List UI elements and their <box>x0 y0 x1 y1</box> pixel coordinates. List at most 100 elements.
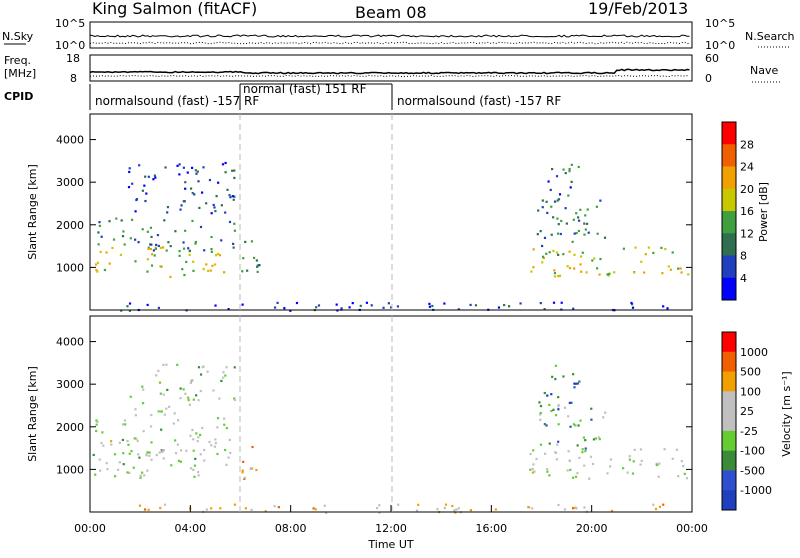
echo-point <box>155 374 158 377</box>
echo-point <box>144 199 147 203</box>
echo-point <box>241 270 244 273</box>
echo-point <box>212 203 215 207</box>
echo-point <box>574 475 578 478</box>
echo-point <box>428 302 431 305</box>
echo-point <box>573 253 576 256</box>
echo-point <box>100 441 103 445</box>
echo-point <box>231 169 234 172</box>
echo-point <box>178 254 181 257</box>
echo-point <box>560 219 563 223</box>
echo-point <box>628 455 631 458</box>
echo-point <box>214 304 217 307</box>
echo-point <box>325 511 328 514</box>
power-colorbar-tick-6: 4 <box>740 272 747 285</box>
echo-point <box>98 224 101 228</box>
echo-point <box>183 273 186 277</box>
echo-point <box>550 233 553 236</box>
echo-point <box>141 471 144 474</box>
echo-point <box>149 247 153 251</box>
noise-panel: N.Sky 10^5 10^0 10^5 10^0 N.Search <box>2 17 795 52</box>
power-ytick-0: 1000 <box>56 261 84 274</box>
echo-point <box>199 453 202 456</box>
echo-point <box>157 244 160 248</box>
echo-point <box>174 452 178 455</box>
echo-point <box>552 216 555 219</box>
freq-tick-top: 18 <box>66 52 80 65</box>
echo-point <box>228 220 232 224</box>
x-axis-label: Time UT <box>367 538 413 551</box>
echo-point <box>387 302 390 305</box>
echo-point <box>211 264 214 267</box>
echo-point <box>210 507 213 510</box>
echo-point <box>587 231 590 234</box>
echo-point <box>213 206 216 209</box>
echo-point <box>621 467 625 470</box>
echo-point <box>203 459 206 462</box>
echo-point <box>168 405 171 408</box>
echo-point <box>165 363 168 366</box>
echo-point <box>494 508 497 511</box>
echo-point <box>666 307 669 310</box>
echo-point <box>116 468 120 471</box>
echo-point <box>157 369 160 372</box>
echo-point <box>375 507 379 510</box>
echo-point <box>128 471 131 474</box>
echo-point <box>431 304 434 308</box>
echo-point <box>569 468 572 472</box>
echo-point <box>163 413 166 416</box>
echo-point <box>378 511 381 514</box>
echo-point <box>161 450 164 453</box>
echo-point <box>562 168 565 171</box>
echo-point <box>145 192 148 195</box>
echo-point <box>216 417 220 420</box>
echo-point <box>206 370 209 373</box>
echo-point <box>194 242 197 245</box>
echo-point <box>577 165 580 169</box>
echo-point <box>595 267 599 270</box>
echo-point <box>209 269 212 272</box>
echo-point <box>201 426 204 430</box>
echo-point <box>152 249 155 252</box>
echo-point <box>100 235 103 238</box>
power-frame <box>89 113 693 311</box>
echo-point <box>568 401 571 405</box>
echo-point <box>631 472 635 475</box>
echo-point <box>197 471 200 474</box>
echo-point <box>138 164 141 167</box>
echo-point <box>554 364 557 367</box>
echo-point <box>586 208 589 211</box>
echo-point <box>584 228 587 231</box>
echo-point <box>189 187 193 190</box>
echo-point <box>546 394 549 397</box>
echo-point <box>626 471 629 474</box>
echo-point <box>576 382 580 385</box>
echo-point <box>162 449 165 452</box>
echo-point <box>103 268 107 272</box>
echo-point <box>606 472 609 475</box>
echo-point <box>655 463 658 466</box>
echo-point <box>112 238 116 241</box>
velocity-colorbar-tick-7: -1000 <box>740 484 772 497</box>
echo-point <box>197 180 200 183</box>
echo-point <box>184 229 187 232</box>
echo-point <box>128 302 132 305</box>
echo-point <box>539 411 542 415</box>
echo-point <box>122 230 125 233</box>
noise-sky-line <box>89 34 690 38</box>
echo-point <box>244 507 247 510</box>
echo-point <box>233 503 237 506</box>
echo-point <box>543 452 547 455</box>
echo-point <box>553 269 556 272</box>
velocity-colorbar-tick-2: 100 <box>740 385 761 398</box>
echo-point <box>652 251 655 255</box>
echo-point <box>177 459 180 462</box>
echo-point <box>246 269 249 272</box>
velocity-echo-layer <box>92 363 689 514</box>
echo-point <box>148 454 151 457</box>
echo-point <box>216 252 220 256</box>
echo-point <box>289 309 292 312</box>
echo-point <box>224 171 227 174</box>
echo-point <box>130 449 133 453</box>
echo-point <box>529 452 532 456</box>
echo-point <box>568 170 571 173</box>
